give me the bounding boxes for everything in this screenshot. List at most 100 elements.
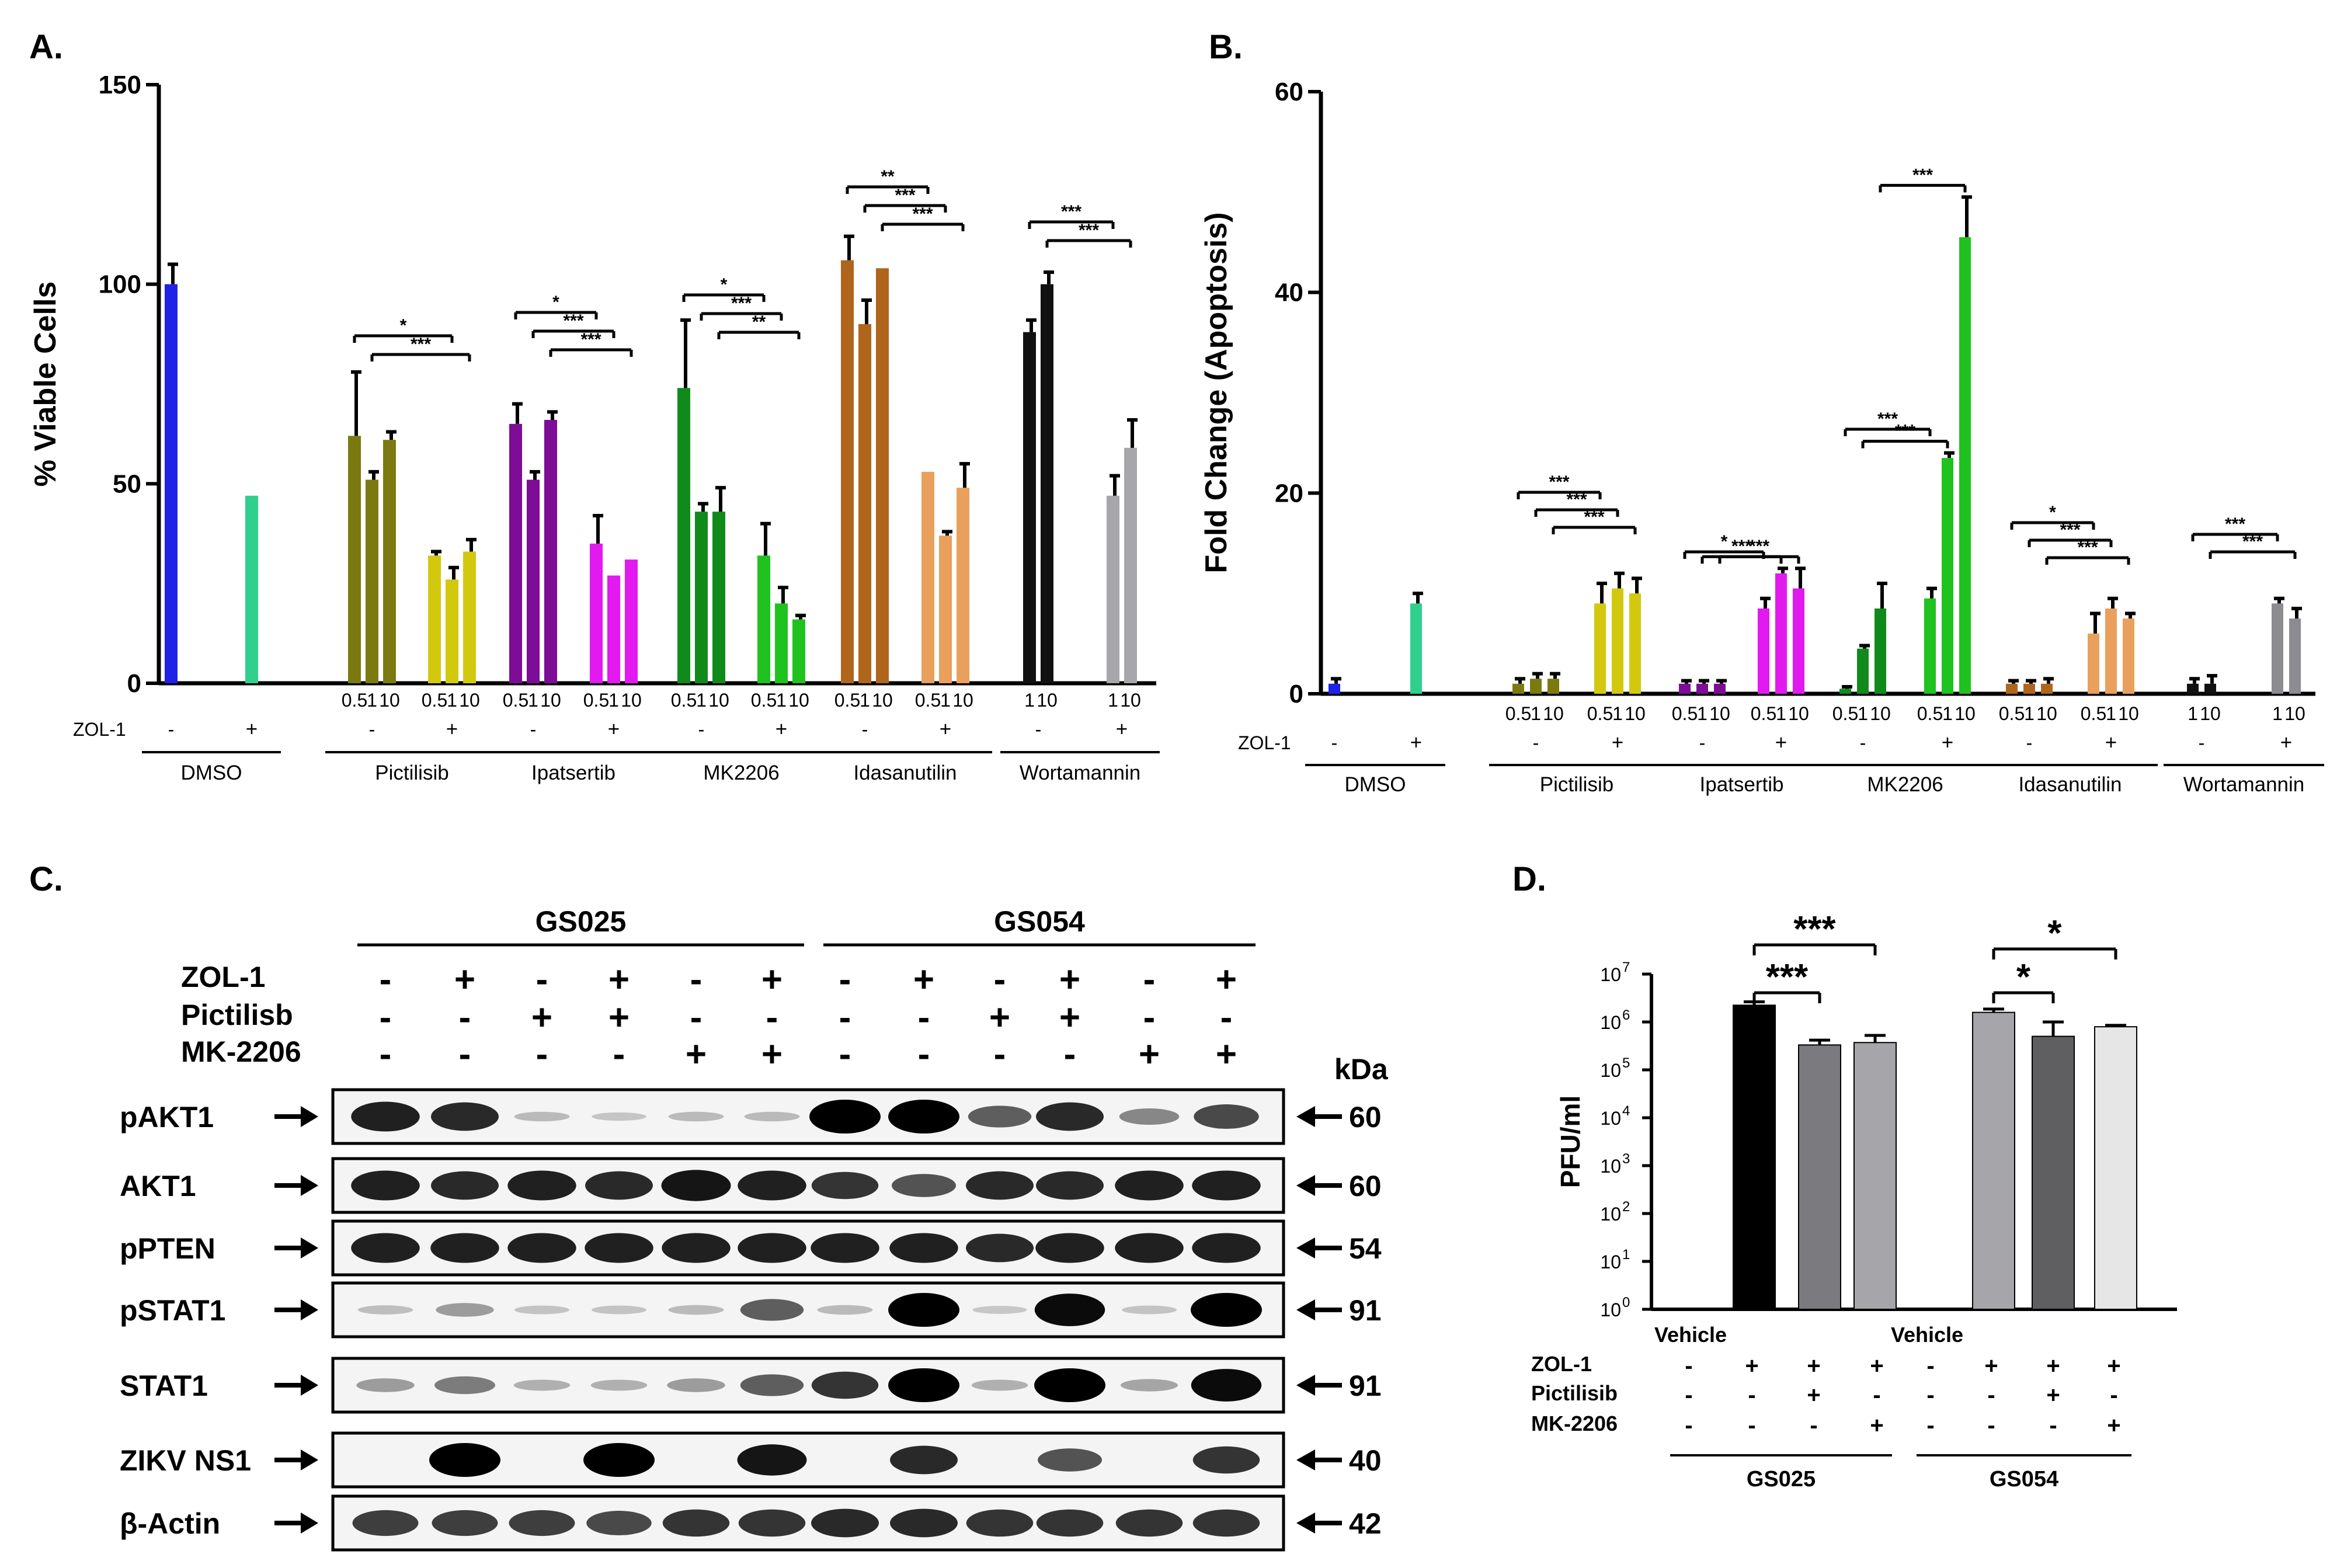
significance-label: **	[752, 312, 766, 332]
blot-band	[668, 1111, 724, 1122]
bar	[2123, 618, 2134, 694]
dose-label: 10	[952, 690, 973, 711]
group-label: Ipatsertib	[1700, 773, 1784, 796]
blot-band	[966, 1171, 1034, 1200]
y-tick-label: 40	[1275, 279, 1303, 307]
blot-band	[1035, 1233, 1104, 1263]
dose-label: 10	[708, 690, 729, 711]
bar	[1942, 458, 1953, 694]
blot-band	[1036, 1509, 1104, 1537]
arrow-head	[301, 1106, 318, 1127]
blot-band	[890, 1508, 958, 1538]
kda-label: 40	[1349, 1444, 1382, 1477]
arrow-head	[301, 1449, 318, 1470]
zol-row-label: ZOL-1	[1238, 732, 1291, 753]
blot-band	[972, 1306, 1027, 1314]
blot-band	[351, 1170, 420, 1201]
bar	[1924, 598, 1936, 694]
bar	[2272, 603, 2283, 694]
blot-band	[1192, 1233, 1261, 1263]
bar	[1124, 447, 1137, 683]
y-tick-exponent: 4	[1622, 1103, 1630, 1119]
sign-minus: -	[168, 719, 175, 740]
significance-label: ***	[1731, 537, 1752, 556]
blot-band	[966, 1233, 1034, 1263]
blot-band	[662, 1233, 731, 1263]
blot-band	[592, 1305, 646, 1315]
dose-label: 10	[459, 690, 480, 711]
dose-label: 10	[872, 690, 893, 711]
bar	[677, 388, 690, 683]
bar	[712, 512, 725, 683]
blot-band	[738, 1233, 806, 1263]
blot-band	[592, 1112, 646, 1121]
group-label: GS054	[1990, 1467, 2058, 1491]
blot-band	[744, 1111, 800, 1122]
blot-band	[968, 1105, 1032, 1128]
condition-sign: +	[686, 1034, 707, 1075]
sign: +	[1745, 1353, 1758, 1379]
sign-minus: -	[1533, 732, 1539, 753]
sign-plus: +	[2280, 731, 2292, 754]
panel-label-b: B.	[1209, 28, 1243, 66]
sign-plus: +	[246, 718, 258, 740]
blot-band	[352, 1510, 419, 1536]
sign-minus: -	[1035, 719, 1042, 740]
significance-label: ***	[1877, 409, 1898, 429]
dose-label: 0.5	[834, 690, 860, 711]
dose-label: 1	[2106, 703, 2116, 724]
y-tick-base: 10	[1600, 1012, 1621, 1033]
bar	[1875, 608, 1886, 694]
y-tick-base: 10	[1600, 1108, 1621, 1129]
y-tick-label: 20	[1275, 479, 1303, 507]
sign: -	[2110, 1382, 2117, 1408]
kda-label: 60	[1349, 1101, 1382, 1134]
bar	[1629, 593, 1641, 694]
sign-minus: -	[530, 719, 537, 740]
significance-label: ***	[2060, 520, 2080, 540]
bar	[348, 436, 361, 683]
y-tick-label: 50	[113, 470, 141, 498]
dose-label: 1	[447, 690, 457, 711]
significance-label: ***	[731, 294, 752, 313]
dose-label: 0.5	[1587, 703, 1613, 724]
significance-label: ***	[580, 330, 601, 349]
sign: +	[2046, 1382, 2060, 1408]
significance-label: ***	[1793, 909, 1836, 950]
row-label: ZOL-1	[1531, 1352, 1592, 1376]
bar	[446, 579, 458, 683]
pfu-bar	[1853, 1042, 1897, 1310]
group-label: GS025	[1747, 1467, 1816, 1491]
blot-band	[431, 1102, 499, 1131]
blot-band	[509, 1510, 575, 1536]
sign: -	[1748, 1382, 1755, 1408]
pfu-bar	[1798, 1044, 1841, 1310]
blot-band	[809, 1100, 881, 1134]
dose-label: 10	[788, 690, 809, 711]
arrow-head	[1296, 1449, 1315, 1470]
sign: +	[2107, 1413, 2120, 1438]
bar	[1041, 284, 1053, 684]
blot-band	[1121, 1379, 1178, 1392]
dose-label: 0.5	[671, 690, 697, 711]
blot-band	[1194, 1104, 1259, 1129]
sign: -	[1873, 1382, 1880, 1408]
pfu-bar	[1733, 1004, 1776, 1310]
blot-band	[1122, 1305, 1177, 1315]
dose-label: 1	[2272, 703, 2283, 724]
vehicle-label: Vehicle	[1654, 1323, 1727, 1347]
bar	[957, 488, 969, 683]
group-label: Ipatsertib	[531, 762, 615, 784]
dose-label: 0.5	[1832, 703, 1858, 724]
significance-label: ***	[2242, 532, 2263, 551]
blot-band	[738, 1170, 806, 1201]
arrow-head	[301, 1375, 318, 1396]
protein-label: AKT1	[120, 1170, 196, 1202]
y-tick-base: 10	[1600, 1060, 1621, 1081]
bar	[245, 495, 258, 683]
bar	[1547, 679, 1559, 694]
dose-label: 0.5	[1505, 703, 1531, 724]
condition-sign: +	[454, 959, 475, 1000]
dose-label: 0.5	[751, 690, 777, 711]
protein-label: STAT1	[120, 1369, 208, 1402]
